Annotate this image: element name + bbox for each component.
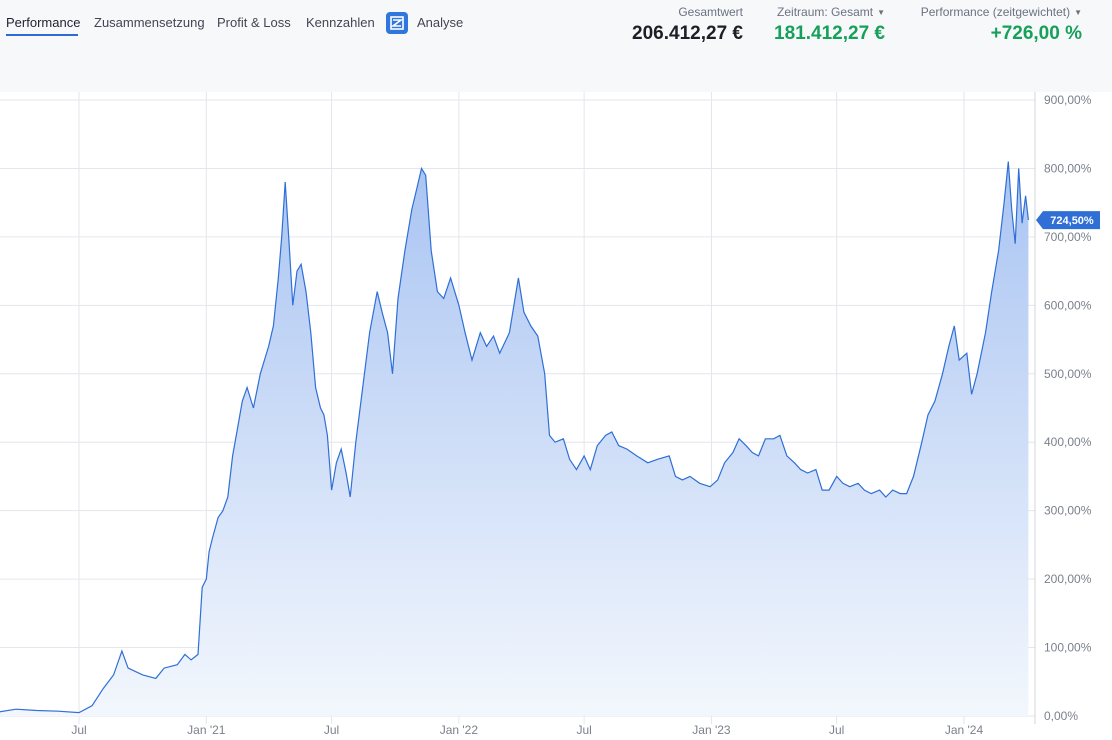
tab-profit-loss[interactable]: Profit & Loss — [217, 15, 291, 30]
y-tick-label: 0,00% — [1044, 709, 1078, 723]
y-tick-label: 700,00% — [1044, 230, 1092, 244]
y-tick-label: 900,00% — [1044, 93, 1092, 107]
active-tab-underline — [6, 34, 78, 36]
x-tick-label: Jan '21 — [187, 723, 226, 737]
kpi-performance[interactable]: Performance (zeitgewichtet) ▼ +726,00 % — [921, 5, 1082, 45]
kpi-gesamtwert: Gesamtwert 206.412,27 € — [632, 5, 743, 45]
y-tick-label: 100,00% — [1044, 641, 1092, 655]
tab-kennzahlen[interactable]: Kennzahlen — [306, 15, 375, 30]
caret-down-icon: ▼ — [877, 8, 885, 17]
y-tick-label: 200,00% — [1044, 572, 1092, 586]
top-bar: Performance Zusammensetzung Profit & Los… — [0, 0, 1112, 92]
kpi-performance-label: Performance (zeitgewichtet) — [920, 5, 1071, 19]
y-tick-label: 800,00% — [1044, 161, 1092, 175]
tab-zusammensetzung[interactable]: Zusammensetzung — [94, 15, 205, 30]
x-tick-label: Jul — [324, 723, 339, 737]
performance-chart[interactable]: 0,00% 100,00% 200,00% 300,00% 400,00% 500,00%… — [0, 92, 1112, 740]
caret-down-icon: ▼ — [1074, 8, 1082, 17]
y-tick-label: 400,00% — [1044, 435, 1092, 449]
x-tick-label: Jul — [576, 723, 591, 737]
y-tick-label: 300,00% — [1044, 504, 1092, 518]
x-tick-label: Jul — [71, 723, 86, 737]
tab-performance[interactable]: Performance — [6, 15, 81, 30]
performance-area — [0, 161, 1029, 716]
kpi-gesamtwert-label: Gesamtwert — [678, 5, 743, 19]
performance-dropdown[interactable]: Performance (zeitgewichtet) ▼ — [921, 5, 1082, 19]
y-tick-label: 500,00% — [1044, 367, 1092, 381]
performance-line — [0, 161, 1029, 714]
kpi-zeitraum[interactable]: Zeitraum: Gesamt ▼ 181.412,27 € — [774, 5, 885, 45]
x-tick-label: Jul — [829, 723, 844, 737]
current-value-flag: 724,50% — [1036, 211, 1100, 230]
kpi-performance-value: +726,00 % — [990, 23, 1082, 44]
analyse-icon[interactable] — [386, 12, 408, 34]
x-tick-label: Jan '22 — [440, 723, 479, 737]
tab-analyse[interactable]: Analyse — [417, 15, 464, 30]
x-tick-label: Jan '24 — [945, 723, 984, 737]
y-tick-label: 600,00% — [1044, 298, 1092, 312]
current-value-flag-shape — [1036, 211, 1100, 230]
current-value-label: 724,50% — [1050, 215, 1094, 227]
kpi-zeitraum-label: Zeitraum: Gesamt — [777, 5, 874, 19]
kpi-zeitraum-value: 181.412,27 € — [774, 23, 885, 44]
zeitraum-dropdown[interactable]: Zeitraum: Gesamt ▼ — [774, 5, 885, 19]
kpi-gesamtwert-value: 206.412,27 € — [632, 23, 743, 44]
x-tick-label: Jan '23 — [692, 723, 731, 737]
